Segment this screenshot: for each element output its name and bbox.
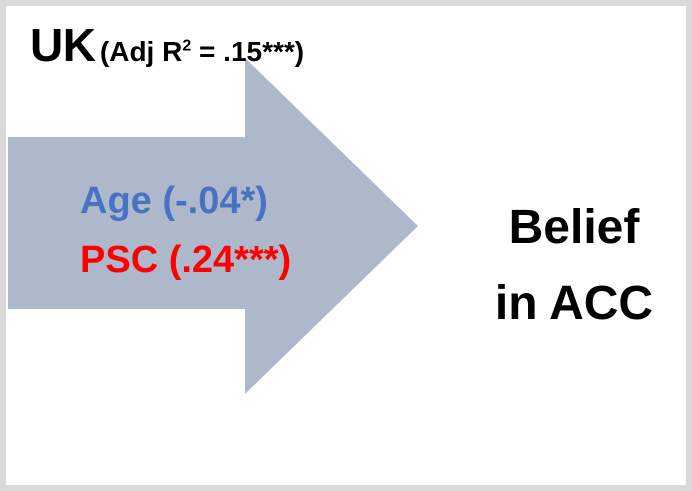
predictor-age: Age (-.04*) — [80, 180, 268, 222]
country-label: UK — [30, 19, 96, 71]
outcome-label: Belief in ACC — [474, 190, 674, 342]
outcome-line-1: Belief — [508, 201, 640, 254]
predictor-psc: PSC (.24***) — [80, 239, 292, 281]
outcome-line-2: in ACC — [494, 277, 654, 330]
model-title: UK (Adj R2 = .15***) — [30, 18, 304, 72]
adjusted-r-squared: (Adj R2 = .15***) — [99, 36, 305, 67]
